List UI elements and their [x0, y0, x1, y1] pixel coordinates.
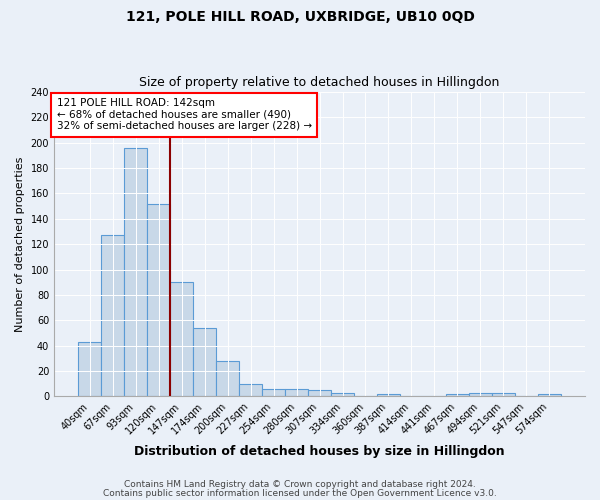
Bar — [78, 342, 101, 396]
Bar — [147, 204, 170, 396]
Text: 121, POLE HILL ROAD, UXBRIDGE, UB10 0QD: 121, POLE HILL ROAD, UXBRIDGE, UB10 0QD — [125, 10, 475, 24]
Title: Size of property relative to detached houses in Hillingdon: Size of property relative to detached ho… — [139, 76, 500, 90]
Y-axis label: Number of detached properties: Number of detached properties — [15, 156, 25, 332]
Bar — [124, 148, 147, 396]
Bar — [239, 384, 262, 396]
Bar — [262, 388, 285, 396]
Text: 121 POLE HILL ROAD: 142sqm
← 68% of detached houses are smaller (490)
32% of sem: 121 POLE HILL ROAD: 142sqm ← 68% of deta… — [56, 98, 312, 132]
Bar — [101, 236, 124, 396]
Bar — [308, 390, 331, 396]
X-axis label: Distribution of detached houses by size in Hillingdon: Distribution of detached houses by size … — [134, 444, 505, 458]
Bar — [446, 394, 469, 396]
Bar — [492, 392, 515, 396]
Text: Contains public sector information licensed under the Open Government Licence v3: Contains public sector information licen… — [103, 488, 497, 498]
Bar — [538, 394, 561, 396]
Text: Contains HM Land Registry data © Crown copyright and database right 2024.: Contains HM Land Registry data © Crown c… — [124, 480, 476, 489]
Bar — [285, 388, 308, 396]
Bar — [193, 328, 216, 396]
Bar — [170, 282, 193, 397]
Bar — [216, 361, 239, 396]
Bar — [469, 392, 492, 396]
Bar — [377, 394, 400, 396]
Bar — [331, 392, 354, 396]
